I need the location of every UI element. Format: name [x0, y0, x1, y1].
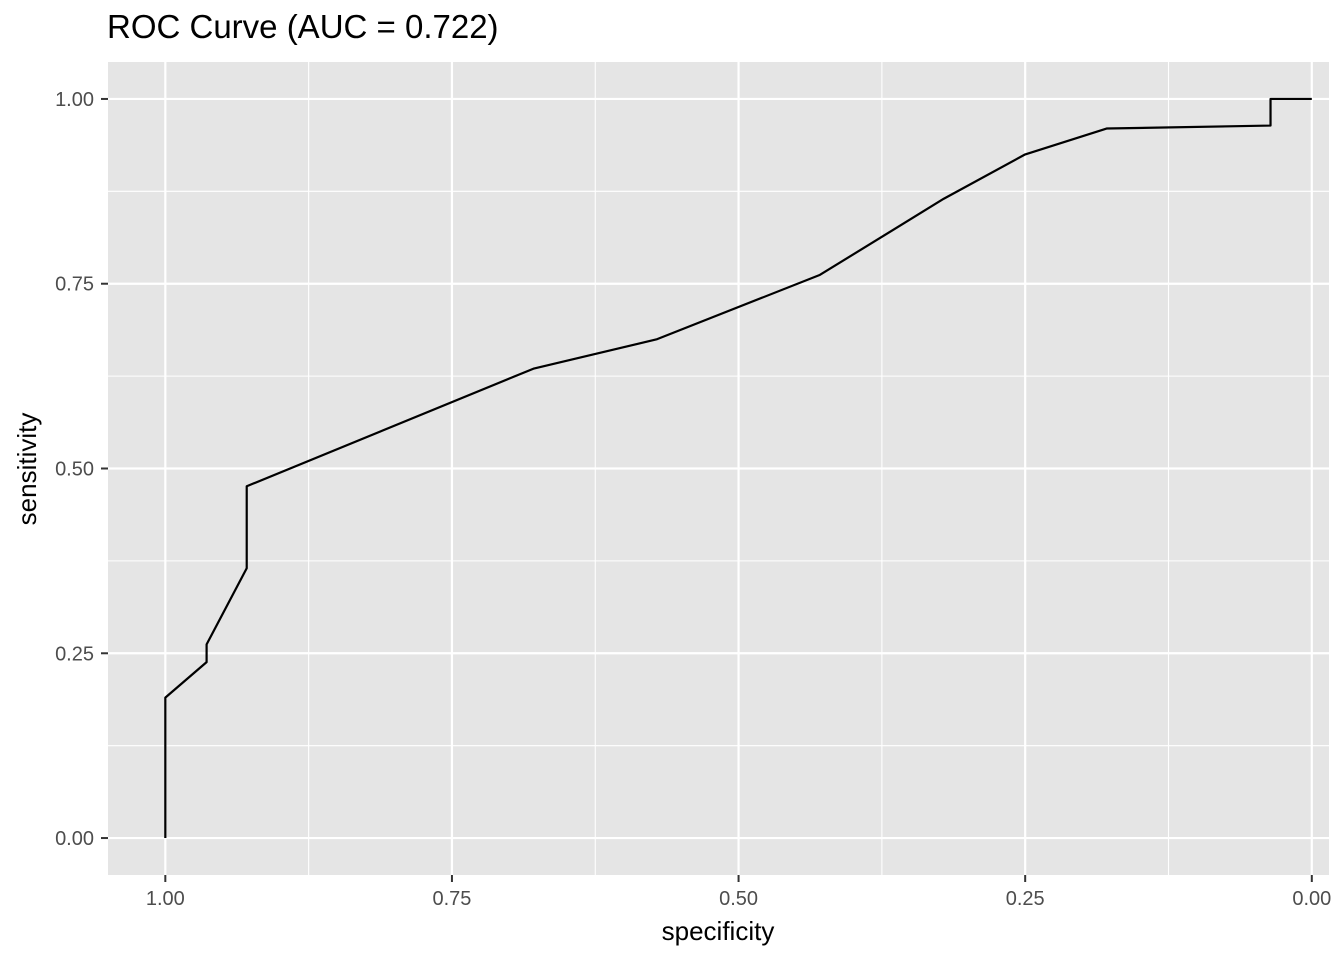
- y-tick-label: 0.25: [55, 643, 94, 665]
- y-tick-label: 0.50: [55, 459, 94, 481]
- major-gridlines: [108, 62, 1329, 875]
- roc-curve-line: [164, 97, 1312, 839]
- y-tick-label: 0.00: [55, 828, 94, 850]
- x-tick-label: 0.00: [1292, 888, 1331, 910]
- y-axis-ticks: 0.00 0.25 0.50 0.75 1.00: [55, 89, 108, 850]
- chart-title: ROC Curve (AUC = 0.722): [107, 8, 499, 45]
- x-tick-label: 1.00: [146, 888, 185, 910]
- x-axis-title: specificity: [662, 916, 775, 946]
- y-axis-title: sensitivity: [12, 413, 42, 526]
- x-tick-label: 0.50: [719, 888, 758, 910]
- y-tick-label: 0.75: [55, 274, 94, 296]
- x-tick-label: 0.75: [432, 888, 471, 910]
- x-axis-ticks: 1.00 0.75 0.50 0.25 0.00: [146, 875, 1331, 910]
- x-tick-label: 0.25: [1006, 888, 1045, 910]
- y-tick-label: 1.00: [55, 89, 94, 111]
